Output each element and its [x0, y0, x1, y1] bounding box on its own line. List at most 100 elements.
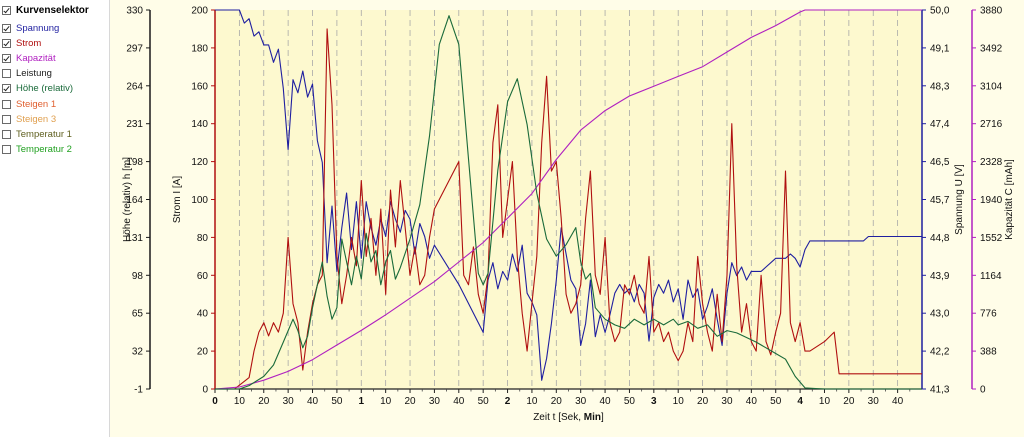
x-tick-label: 50 — [331, 396, 343, 407]
x-tick-label: 10 — [380, 396, 392, 407]
x-tick-label: 30 — [429, 396, 441, 407]
x-tick-label: 10 — [526, 396, 538, 407]
axis-tick-label: 1940 — [980, 195, 1003, 206]
x-tick-label: 40 — [453, 396, 465, 407]
axis-tick-label: 3880 — [980, 6, 1003, 17]
x-tick-label: 10 — [819, 396, 831, 407]
axis-label-kapazitaet: Kapazität C [mAh] — [1004, 159, 1015, 240]
axis-tick-label: 330 — [126, 6, 143, 17]
axis-tick-label: 231 — [126, 119, 143, 130]
axis-tick-label: 44,8 — [930, 233, 950, 244]
curve-item-label: Kapazität — [16, 52, 56, 64]
curve-item-1[interactable]: Strom — [2, 36, 41, 50]
x-tick-label: 30 — [721, 396, 733, 407]
axis-tick-label: 80 — [197, 233, 209, 244]
x-tick-label: 20 — [697, 396, 709, 407]
x-tick-label: 50 — [478, 396, 490, 407]
axis-tick-label: 120 — [191, 157, 208, 168]
curve-item-6[interactable]: Steigen 3 — [2, 112, 56, 126]
checkbox-icon[interactable] — [2, 5, 11, 15]
curve-item-label: Temperatur 1 — [16, 128, 72, 140]
x-axis-label: Zeit t [Sek, Min] — [533, 412, 604, 423]
curve-item-7[interactable]: Temperatur 1 — [2, 127, 72, 141]
axis-tick-label: 180 — [191, 43, 208, 54]
axis-tick-label: 140 — [191, 119, 208, 130]
series-line-3 — [215, 15, 922, 390]
x-tick-label: 0 — [212, 396, 218, 407]
axis-tick-label: 40 — [197, 309, 209, 320]
axis-tick-label: 0 — [980, 385, 986, 396]
curve-item-label: Spannung — [16, 22, 60, 34]
curve-item-8[interactable]: Temperatur 2 — [2, 143, 72, 157]
x-axis-label-part: ] — [601, 412, 604, 423]
curve-item-label: Steigen 3 — [16, 113, 57, 125]
axis-tick-label: 388 — [980, 347, 997, 358]
curve-item-5[interactable]: Steigen 1 — [2, 97, 56, 111]
checkbox-icon[interactable] — [2, 23, 11, 33]
axis-tick-label: 100 — [191, 195, 208, 206]
curve-selector-header[interactable]: Kurvenselektor — [2, 3, 89, 17]
x-tick-label: 2 — [505, 396, 511, 407]
x-tick-label: 30 — [868, 396, 880, 407]
axis-tick-label: 48,3 — [930, 81, 950, 92]
curve-item-0[interactable]: Spannung — [2, 21, 59, 35]
checkbox-icon[interactable] — [2, 129, 11, 139]
x-tick-label: 20 — [258, 396, 270, 407]
axis-tick-label: 297 — [126, 43, 143, 54]
axis-tick-label: 131 — [126, 233, 143, 244]
curve-item-label: Höhe (relativ) — [16, 83, 74, 95]
x-tick-label: 50 — [770, 396, 782, 407]
axis-tick-label: 60 — [197, 271, 209, 282]
x-tick-label: 30 — [575, 396, 587, 407]
axis-tick-label: 2716 — [980, 119, 1003, 130]
x-tick-label: 30 — [283, 396, 295, 407]
axis-tick-label: 0 — [202, 385, 208, 396]
axis-tick-label: 98 — [132, 271, 144, 282]
axis-label-strom: Strom I [A] — [172, 176, 183, 223]
plot-area — [215, 10, 922, 389]
checkbox-icon[interactable] — [2, 69, 11, 79]
axis-tick-label: 65 — [132, 309, 144, 320]
checkbox-icon[interactable] — [2, 38, 11, 48]
x-tick-label: 20 — [843, 396, 855, 407]
x-tick-label: 40 — [307, 396, 319, 407]
axis-tick-label: 2328 — [980, 157, 1003, 168]
axis-tick-label: -1 — [134, 385, 143, 396]
x-tick-label: 1 — [358, 396, 364, 407]
axis-tick-label: 43,0 — [930, 309, 950, 320]
axis-tick-label: 42,2 — [930, 347, 950, 358]
curve-item-2[interactable]: Kapazität — [2, 51, 56, 65]
curve-selector-panel: Kurvenselektor Spannung Strom Kapazität Lei… — [0, 0, 110, 437]
x-tick-label: 10 — [234, 396, 246, 407]
curve-item-label: Steigen 1 — [16, 98, 57, 110]
x-axis-label-part: Min — [584, 412, 601, 423]
checkbox-icon[interactable] — [2, 99, 11, 109]
axis-tick-label: 3104 — [980, 81, 1003, 92]
x-tick-label: 20 — [404, 396, 416, 407]
axis-tick-label: 200 — [191, 6, 208, 17]
axis-tick-label: 164 — [126, 195, 143, 206]
checkbox-icon[interactable] — [2, 114, 11, 124]
curve-item-label: Strom — [16, 37, 42, 49]
x-tick-label: 40 — [600, 396, 612, 407]
axis-tick-label: 41,3 — [930, 385, 950, 396]
x-tick-label: 3 — [651, 396, 657, 407]
checkbox-icon[interactable] — [2, 84, 11, 94]
checkbox-icon[interactable] — [2, 145, 11, 155]
axis-tick-label: 49,1 — [930, 43, 950, 54]
x-tick-label: 4 — [797, 396, 803, 407]
axis-tick-label: 1164 — [980, 271, 1002, 282]
axis-tick-label: 264 — [126, 81, 143, 92]
axis-tick-label: 43,9 — [930, 271, 950, 282]
axis-tick-label: 46,5 — [930, 157, 950, 168]
axis-tick-label: 776 — [980, 309, 997, 320]
curve-item-label: Temperatur 2 — [16, 144, 72, 156]
x-axis-label-part: Zeit t [Sek, — [533, 412, 584, 423]
axis-label-spannung: Spannung U [V] — [954, 164, 965, 235]
axis-tick-label: 50,0 — [930, 6, 950, 17]
checkbox-icon[interactable] — [2, 53, 11, 63]
curve-item-3[interactable]: Leistung — [2, 67, 52, 81]
curve-item-4[interactable]: Höhe (relativ) — [2, 82, 73, 96]
curve-selector-title: Kurvenselektor — [16, 4, 89, 16]
axis-tick-label: 3492 — [980, 43, 1003, 54]
